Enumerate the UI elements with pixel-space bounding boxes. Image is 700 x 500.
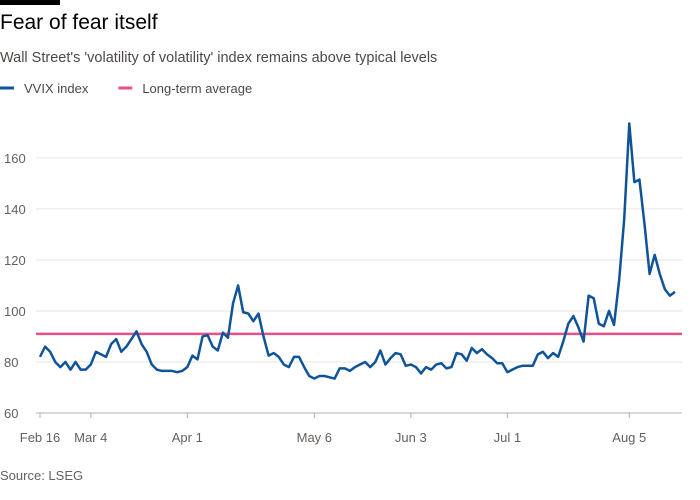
x-tick-label: Feb 16 [20,430,60,445]
chart-subtitle: Wall Street's 'volatility of volatility'… [0,50,437,66]
y-tick-label: 100 [4,304,26,319]
legend-label: Long-term average [142,81,252,96]
x-tick-label: Jul 1 [494,430,521,445]
x-tick-label: Aug 5 [612,430,646,445]
x-tick-label: Apr 1 [172,430,203,445]
x-tick-label: May 6 [297,430,332,445]
brand-bar [0,0,60,5]
legend-label: VVIX index [24,81,89,96]
chart-title: Fear of fear itself [0,11,158,34]
y-tick-label: 80 [4,355,18,370]
x-tick-label: Jun 3 [395,430,427,445]
data-line [38,122,676,380]
y-tick-label: 140 [4,202,26,217]
y-tick-label: 160 [4,151,26,166]
y-tick-label: 120 [4,253,26,268]
source-note: Source: LSEG [0,468,83,483]
y-tick-label: 60 [4,406,18,421]
x-tick-label: Mar 4 [74,430,107,445]
